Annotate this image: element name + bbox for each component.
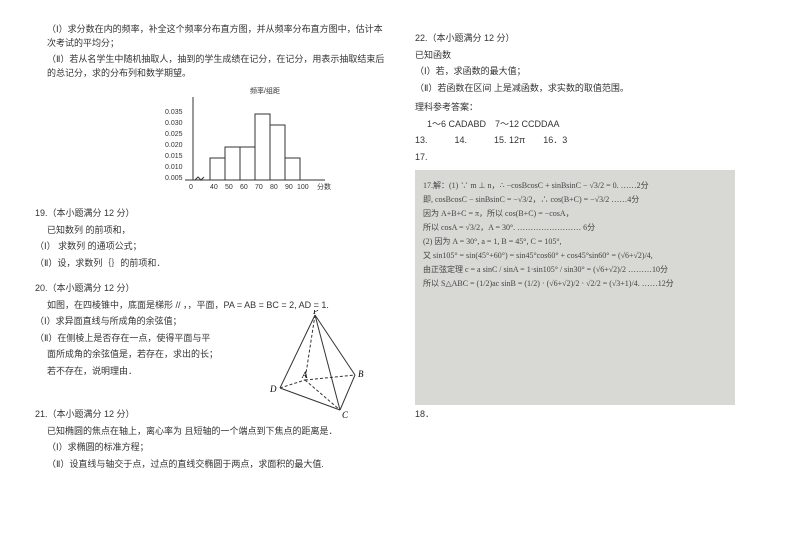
svg-text:0.030: 0.030 <box>165 120 183 127</box>
svg-text:A: A <box>301 370 308 380</box>
q19-l2: （Ⅰ） 求数列 的通项公式； <box>35 240 385 254</box>
answers-a1: 1～6 CADABD 7～12 CCDDAA <box>415 118 765 132</box>
svg-text:分数: 分数 <box>317 182 331 191</box>
svg-text:P: P <box>312 310 319 316</box>
svg-text:70: 70 <box>255 184 263 191</box>
hist-xticks: 0 40 50 60 70 80 90 100 分数 <box>189 182 331 191</box>
left-column: （Ⅰ）求分数在内的频率，补全这个频率分布直方图，并从频率分布直方图中，估计本次考… <box>20 20 400 528</box>
svg-text:100: 100 <box>297 184 309 191</box>
svg-text:80: 80 <box>270 184 278 191</box>
svg-text:0.020: 0.020 <box>165 142 183 149</box>
q19-l3: （Ⅱ）设，求数列｛｝的前项和． <box>35 257 385 271</box>
answers-a3: 17. <box>415 151 765 165</box>
answers-a2: 13. 14. 15. 12π 16．3 <box>415 134 765 148</box>
svg-text:0.010: 0.010 <box>165 164 183 171</box>
intro-part1: （Ⅰ）求分数在内的频率，补全这个频率分布直方图，并从频率分布直方图中，估计本次考… <box>35 23 385 50</box>
answers-title: 理科参考答案： <box>415 101 765 115</box>
hist-ylabel: 频率/组距 <box>250 86 280 95</box>
q21-l3: （Ⅱ）设直线与轴交于点，过点的直线交椭圆于两点，求面积的最大值. <box>35 458 385 472</box>
intro-part2: （Ⅱ）若从名学生中随机抽取人，抽到的学生成绩在记分，在记分，用表示抽取结束后的总… <box>35 53 385 80</box>
svg-text:0.035: 0.035 <box>165 109 183 116</box>
q22-title: 22.（本小题满分 12 分） <box>415 32 765 46</box>
q22-l3: （Ⅱ）若函数在区间 上是减函数，求实数的取值范围。 <box>415 82 765 96</box>
q22-l2: （Ⅰ）若，求函数的最大值； <box>415 65 765 79</box>
q21-l2: （Ⅰ）求椭圆的标准方程； <box>35 441 385 455</box>
scan-l7: 由正弦定理 c = a sinC / sinA = 1·sin105° / si… <box>423 264 727 276</box>
scan-l4: 所以 cosA = √3/2，A = 30°. …………………… 6分 <box>423 222 727 234</box>
svg-text:0.005: 0.005 <box>165 175 183 182</box>
q19-l1: 已知数列 的前项和， <box>35 224 385 238</box>
svg-text:B: B <box>358 369 364 379</box>
hist-bars <box>210 114 300 180</box>
svg-text:0: 0 <box>189 184 193 191</box>
svg-text:D: D <box>269 384 277 394</box>
svg-text:0.025: 0.025 <box>165 131 183 138</box>
scan-l1: 17.解：(1) ∵ m ⊥ n，∴ −cosBcosC + sinBsinC … <box>423 180 727 192</box>
hist-yaxis: 0.005 0.010 0.015 0.020 0.025 0.030 0.03… <box>165 97 193 182</box>
right-column: 22.（本小题满分 12 分） 已知函数 （Ⅰ）若，求函数的最大值； （Ⅱ）若函… <box>400 20 780 528</box>
histogram-chart: 频率/组距 0.005 0.010 0.015 0.020 0.025 0.03… <box>155 85 335 195</box>
pyramid-figure: P A B C D <box>250 310 380 420</box>
scan-l6: 又 sin105° = sin(45°+60°) = sin45°cos60° … <box>423 250 727 262</box>
svg-text:90: 90 <box>285 184 293 191</box>
q22-l1: 已知函数 <box>415 49 765 63</box>
answers-a18: 18． <box>415 408 765 422</box>
scan-l8: 所以 S△ABC = (1/2)ac sinB = (1/2) · (√6+√2… <box>423 278 727 290</box>
q20-title: 20.（本小题满分 12 分） <box>35 282 385 296</box>
q21-l1: 已知椭圆的焦点在轴上，离心率为 且短轴的一个端点到下焦点的距离是． <box>35 425 385 439</box>
scan-l5: (2) 因为 A = 30°, a = 1, B = 45°, C = 105°… <box>423 236 727 248</box>
svg-text:60: 60 <box>240 184 248 191</box>
svg-text:C: C <box>342 410 349 420</box>
scan-l2: 即, cosBcosC − sinBsinC = −√3/2，∴ cos(B+C… <box>423 194 727 206</box>
q19-title: 19.（本小题满分 12 分） <box>35 207 385 221</box>
scan-l3: 因为 A+B+C = π，所以 cos(B+C) = −cosA， <box>423 208 727 220</box>
svg-text:40: 40 <box>210 184 218 191</box>
solution-scan: 17.解：(1) ∵ m ⊥ n，∴ −cosBcosC + sinBsinC … <box>415 170 735 405</box>
svg-text:0.015: 0.015 <box>165 153 183 160</box>
svg-text:50: 50 <box>225 184 233 191</box>
